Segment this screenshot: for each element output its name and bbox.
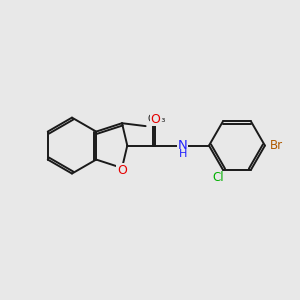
Text: O: O (150, 112, 160, 126)
Text: CH₃: CH₃ (148, 114, 166, 124)
Text: H: H (179, 149, 188, 159)
Text: N: N (178, 139, 188, 152)
Text: Cl: Cl (212, 172, 224, 184)
Text: Br: Br (270, 139, 283, 152)
Text: O: O (117, 164, 127, 177)
